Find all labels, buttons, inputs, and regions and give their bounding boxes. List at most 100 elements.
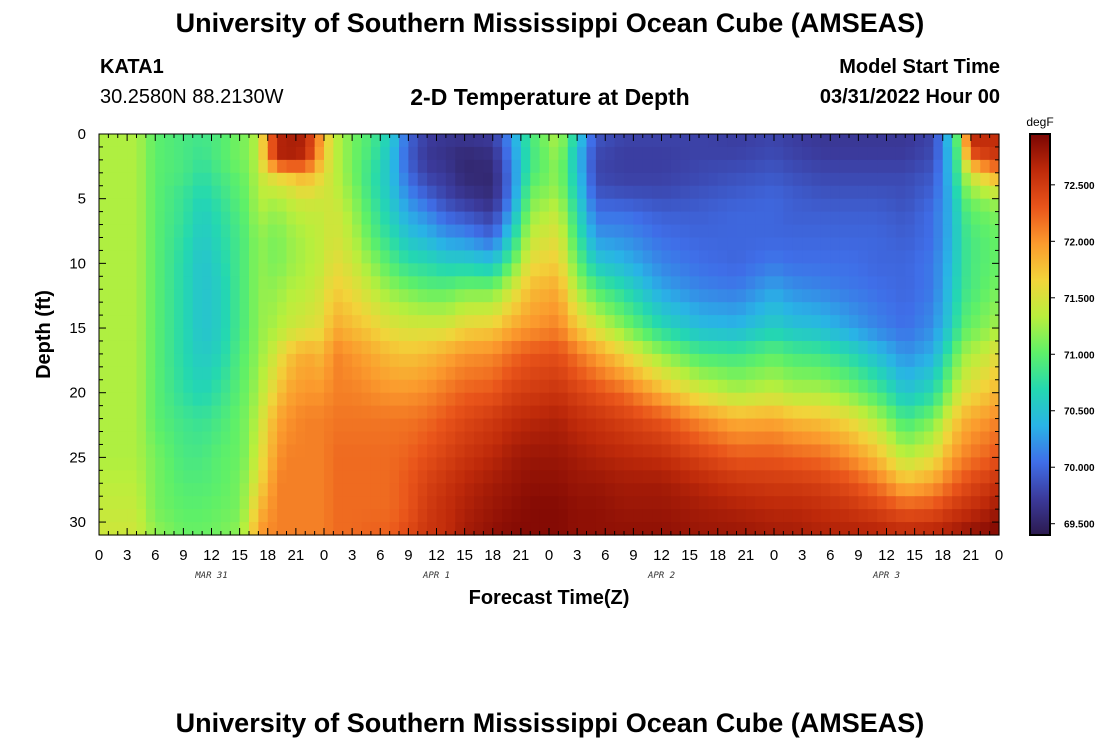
heatmap-cell <box>314 224 325 239</box>
heatmap-cell <box>427 483 438 497</box>
heatmap-cell <box>652 263 663 277</box>
heatmap-cell <box>502 366 513 381</box>
heatmap-cell <box>389 379 400 394</box>
heatmap-cell <box>511 522 522 536</box>
heatmap-cell <box>633 315 644 329</box>
heatmap-cell <box>164 302 175 316</box>
heatmap-cell <box>136 496 147 510</box>
heatmap-cell <box>820 328 831 342</box>
heatmap-cell <box>736 353 747 368</box>
heatmap-cell <box>361 366 372 381</box>
heatmap-cell <box>220 431 231 446</box>
heatmap-cell <box>717 146 728 161</box>
heatmap-cell <box>642 522 653 536</box>
heatmap-cell <box>755 418 766 433</box>
heatmap-cell <box>670 483 681 497</box>
heatmap-cell <box>708 444 719 458</box>
heatmap-cell <box>755 263 766 277</box>
heatmap-cell <box>595 418 606 433</box>
heatmap-cell <box>774 483 784 497</box>
heatmap-cell <box>230 250 241 264</box>
heatmap-cell <box>108 289 119 303</box>
heatmap-cell <box>558 431 569 446</box>
heatmap-cell <box>174 366 184 381</box>
heatmap-cell <box>708 328 719 342</box>
heatmap-cell <box>980 379 991 394</box>
heatmap-cell <box>670 522 681 536</box>
heatmap-cell <box>549 522 559 536</box>
heatmap-cell <box>614 146 625 161</box>
heatmap-cell <box>858 457 869 471</box>
heatmap-cell <box>174 134 184 148</box>
heatmap-cell <box>483 496 494 510</box>
heatmap-cell <box>689 328 700 342</box>
heatmap-cell <box>324 509 334 523</box>
heatmap-cell <box>952 496 963 510</box>
heatmap-cell <box>370 237 381 252</box>
colorbar-ramp <box>1029 133 1051 536</box>
heatmap-cell <box>736 263 747 277</box>
heatmap-cell <box>783 134 794 148</box>
heatmap-cell <box>370 522 381 536</box>
heatmap-cell <box>464 444 475 458</box>
heatmap-cell <box>520 302 531 316</box>
heatmap-cell <box>220 250 231 264</box>
heatmap-cell <box>924 496 934 510</box>
heatmap-cell <box>745 496 756 510</box>
heatmap-cell <box>689 224 700 239</box>
heatmap-cell <box>324 263 334 277</box>
heatmap-cell <box>624 185 634 200</box>
heatmap-cell <box>520 134 531 148</box>
heatmap-cell <box>830 146 841 161</box>
heatmap-cell <box>258 470 269 484</box>
heatmap-cell <box>745 237 756 252</box>
heatmap-cell <box>399 289 409 303</box>
heatmap-cell <box>483 457 494 471</box>
heatmap-cell <box>605 185 616 200</box>
heatmap-cell <box>727 509 738 523</box>
heatmap-cell <box>708 159 719 174</box>
heatmap-cell <box>595 431 606 446</box>
heatmap-cell <box>539 522 550 536</box>
heatmap-cell <box>839 263 850 277</box>
heatmap-cell <box>877 302 888 316</box>
heatmap-cell <box>858 276 869 290</box>
heatmap-cell <box>352 405 363 420</box>
heatmap-cell <box>445 379 456 394</box>
heatmap-cell <box>839 302 850 316</box>
heatmap-cell <box>427 405 438 420</box>
heatmap-cell <box>849 146 859 161</box>
heatmap-cell <box>680 276 691 290</box>
heatmap-cell <box>474 353 484 368</box>
x-tick-label: 21 <box>288 547 305 564</box>
heatmap-cell <box>352 379 363 394</box>
heatmap-cell <box>380 328 391 342</box>
heatmap-cell <box>802 509 813 523</box>
heatmap-cell <box>764 134 775 148</box>
heatmap-cell <box>670 250 681 264</box>
heatmap-cell <box>502 315 513 329</box>
heatmap-cell <box>474 289 484 303</box>
heatmap-cell <box>192 418 203 433</box>
heatmap-cell <box>642 418 653 433</box>
heatmap-cell <box>192 134 203 148</box>
heatmap-cell <box>249 405 259 420</box>
heatmap-cell <box>708 340 719 355</box>
heatmap-cell <box>549 250 559 264</box>
heatmap-cell <box>295 431 306 446</box>
heatmap-cell <box>942 470 953 484</box>
heatmap-cell <box>670 328 681 342</box>
heatmap-cell <box>867 522 878 536</box>
heatmap-cell <box>577 431 588 446</box>
heatmap-cell <box>127 250 138 264</box>
heatmap-cell <box>895 276 906 290</box>
heatmap-cell <box>764 328 775 342</box>
heatmap-cell <box>192 444 203 458</box>
heatmap-cell <box>455 224 466 239</box>
heatmap-cell <box>511 444 522 458</box>
heatmap-cell <box>389 159 400 174</box>
heatmap-cell <box>380 198 391 213</box>
heatmap-cell <box>136 340 147 355</box>
heatmap-cell <box>183 302 194 316</box>
heatmap-cell <box>924 418 934 433</box>
